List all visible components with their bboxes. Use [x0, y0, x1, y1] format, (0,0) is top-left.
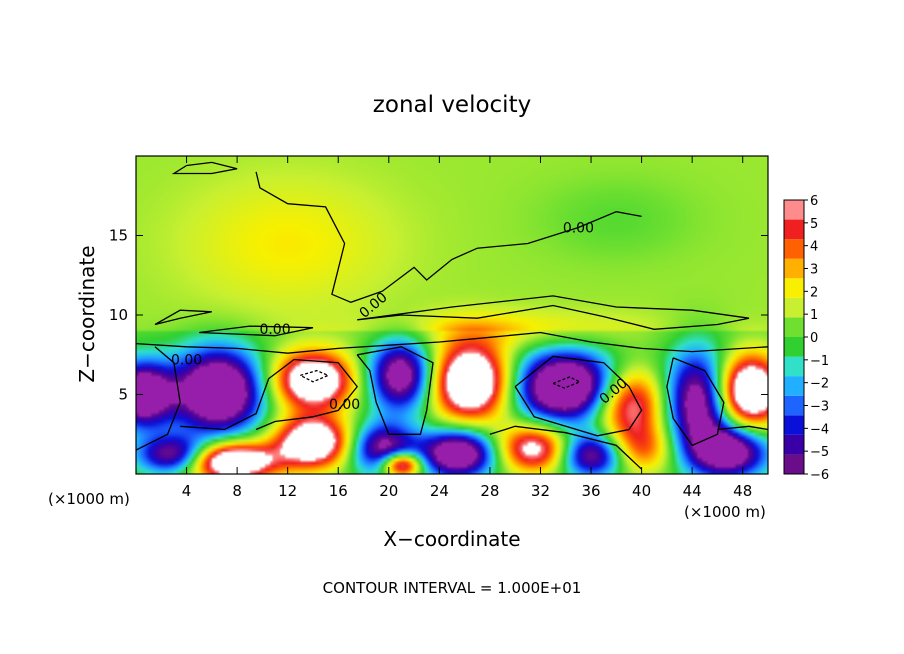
colorbar-swatch	[784, 376, 804, 396]
y-axis-label: Z−coordinate	[75, 245, 99, 382]
colorbar-tick-label: −6	[810, 468, 829, 483]
colorbar-swatch	[784, 395, 804, 416]
y-tick-label: 10	[109, 306, 128, 324]
colorbar-swatch	[784, 219, 804, 240]
colorbar-swatch	[784, 258, 804, 279]
contour-line	[136, 331, 768, 354]
contour-interval-note: CONTOUR INTERVAL = 1.000E+01	[323, 579, 582, 597]
x-tick-label: 28	[480, 482, 499, 500]
colorbar-tick-label: 6	[810, 194, 818, 209]
colorbar-swatch	[784, 317, 804, 337]
contour-line	[180, 358, 359, 431]
contour-label: 0.00	[259, 322, 290, 338]
colorbar-tick-label: 0	[810, 331, 818, 346]
x-tick-label: 12	[278, 482, 297, 500]
colorbar-tick-label: 3	[810, 263, 818, 278]
x-tick-label: 36	[581, 482, 600, 500]
colorbar-tick-label: 4	[810, 240, 818, 255]
y-tick-label: 15	[109, 227, 128, 245]
colorbar-swatch	[784, 356, 804, 377]
x-tick-label: 4	[182, 482, 192, 500]
colorbar-swatch	[784, 239, 804, 259]
contour-line	[514, 355, 643, 437]
x-tick-label: 24	[430, 482, 449, 500]
contour-line	[199, 325, 314, 337]
colorbar-tick-label: −1	[810, 354, 829, 369]
contour-line	[356, 346, 434, 435]
contour-line	[300, 369, 330, 383]
x-axis-label: X−coordinate	[383, 527, 520, 551]
contour-line	[357, 295, 750, 330]
colorbar-tick-label: 2	[810, 285, 818, 300]
colorbar-swatch	[784, 337, 804, 357]
contour-label: 0.00	[171, 352, 202, 368]
contour-label: 0.00	[563, 220, 594, 236]
colorbar-tick-label: 1	[810, 308, 818, 323]
colorbar-swatch	[784, 454, 804, 474]
x-tick-label: 44	[683, 482, 702, 500]
x-unit-label-left: (×1000 m)	[48, 490, 130, 508]
contour-line	[717, 425, 768, 431]
x-axis: 4 8 12 16 20 24 28 32 36 40 44 48	[182, 156, 752, 500]
x-tick-label: 48	[733, 482, 752, 500]
x-tick-label: 40	[632, 482, 651, 500]
x-tick-label: 8	[232, 482, 242, 500]
colorbar-swatch	[784, 415, 804, 435]
contour-line	[489, 425, 643, 470]
contour-line	[136, 346, 181, 451]
colorbar-swatch	[784, 297, 804, 318]
colorbar-swatch	[784, 200, 804, 220]
contour-label: 0.00	[329, 397, 360, 413]
chart-title: zonal velocity	[373, 92, 531, 118]
colorbar-tick-label: −2	[810, 377, 829, 392]
y-tick-label: 5	[118, 386, 128, 404]
colorbar-tick-label: −4	[810, 422, 829, 437]
colorbar: 6 5 4 3 2 1 0 −1 −2 −3 −4 −5 −6	[783, 194, 829, 483]
colorbar-tick-label: −3	[810, 400, 829, 415]
contour-lines	[136, 161, 768, 470]
x-tick-label: 20	[379, 482, 398, 500]
contour-line	[666, 357, 725, 447]
x-tick-label: 32	[531, 482, 550, 500]
colorbar-tick-label: −5	[810, 445, 829, 460]
y-axis: 5 10 15	[109, 227, 768, 404]
contour-line	[154, 309, 212, 326]
contour-line	[255, 171, 642, 303]
colorbar-swatch	[784, 278, 804, 298]
x-unit-label-right: (×1000 m)	[684, 503, 766, 521]
contour-line	[171, 161, 238, 175]
contour-line	[552, 376, 582, 389]
colorbar-tick-label: 5	[810, 217, 818, 232]
colorbar-swatch	[784, 434, 804, 455]
x-tick-label: 16	[329, 482, 348, 500]
